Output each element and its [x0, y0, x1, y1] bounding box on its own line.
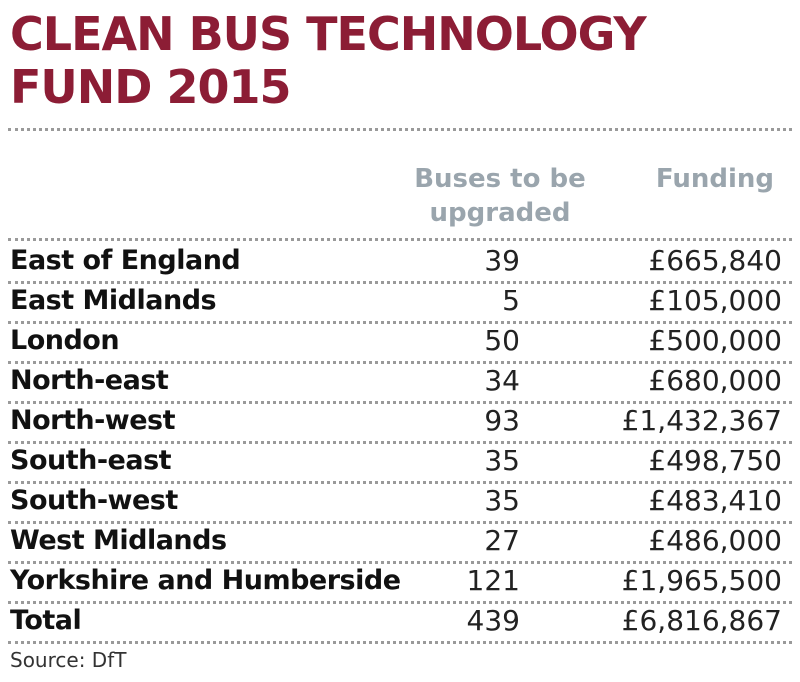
row-divider — [8, 401, 792, 404]
buses-value: 34 — [484, 364, 520, 397]
funding-value: £498,750 — [648, 444, 782, 477]
funding-value: £665,840 — [648, 244, 782, 277]
buses-value: 39 — [484, 244, 520, 277]
buses-value: 35 — [484, 484, 520, 517]
table-row: East Midlands 5 £105,000 — [8, 281, 792, 321]
funding-value: £6,816,867 — [621, 604, 782, 637]
region-name: North-west — [10, 405, 176, 436]
buses-value: 439 — [466, 604, 520, 637]
table-row: North-east 34 £680,000 — [8, 361, 792, 401]
funding-value: £500,000 — [648, 324, 782, 357]
buses-value: 27 — [484, 524, 520, 557]
funding-value: £486,000 — [648, 524, 782, 557]
column-header-funding: Funding — [655, 164, 774, 194]
region-name: East of England — [10, 245, 241, 276]
table-row: Yorkshire and Humberside 121 £1,965,500 — [8, 561, 792, 601]
funding-value: £1,432,367 — [621, 404, 782, 437]
row-divider — [8, 361, 792, 364]
row-divider — [8, 321, 792, 324]
funding-value: £680,000 — [648, 364, 782, 397]
row-divider — [8, 561, 792, 564]
region-name: West Midlands — [10, 525, 227, 556]
table-row-total: Total 439 £6,816,867 — [8, 601, 792, 641]
title-divider — [8, 128, 792, 131]
row-divider — [8, 641, 792, 644]
buses-value: 5 — [502, 284, 520, 317]
region-name: London — [10, 325, 120, 356]
funding-value: £1,965,500 — [621, 564, 782, 597]
region-name: East Midlands — [10, 285, 217, 316]
row-divider — [8, 521, 792, 524]
buses-value: 50 — [484, 324, 520, 357]
table-row: North-west 93 £1,432,367 — [8, 401, 792, 441]
funding-value: £483,410 — [648, 484, 782, 517]
table-row: South-east 35 £498,750 — [8, 441, 792, 481]
table-row: East of England 39 £665,840 — [8, 241, 792, 281]
buses-value: 121 — [466, 564, 520, 597]
row-divider — [8, 441, 792, 444]
source-note: Source: DfT — [10, 648, 127, 672]
table-row: West Midlands 27 £486,000 — [8, 521, 792, 561]
column-header-buses: Buses to be upgraded — [414, 164, 586, 228]
row-divider — [8, 481, 792, 484]
row-divider — [8, 601, 792, 604]
region-name: North-east — [10, 365, 169, 396]
funding-value: £105,000 — [648, 284, 782, 317]
page-title: CLEAN BUS TECHNOLOGY FUND 2015 — [10, 7, 647, 114]
row-divider — [8, 281, 792, 284]
header-divider — [8, 238, 792, 241]
table-row: South-west 35 £483,410 — [8, 481, 792, 521]
buses-value: 93 — [484, 404, 520, 437]
region-name: Total — [10, 605, 82, 636]
buses-value: 35 — [484, 444, 520, 477]
table-row: London 50 £500,000 — [8, 321, 792, 361]
region-name: South-east — [10, 445, 172, 476]
region-name: Yorkshire and Humberside — [10, 565, 401, 596]
region-name: South-west — [10, 485, 178, 516]
